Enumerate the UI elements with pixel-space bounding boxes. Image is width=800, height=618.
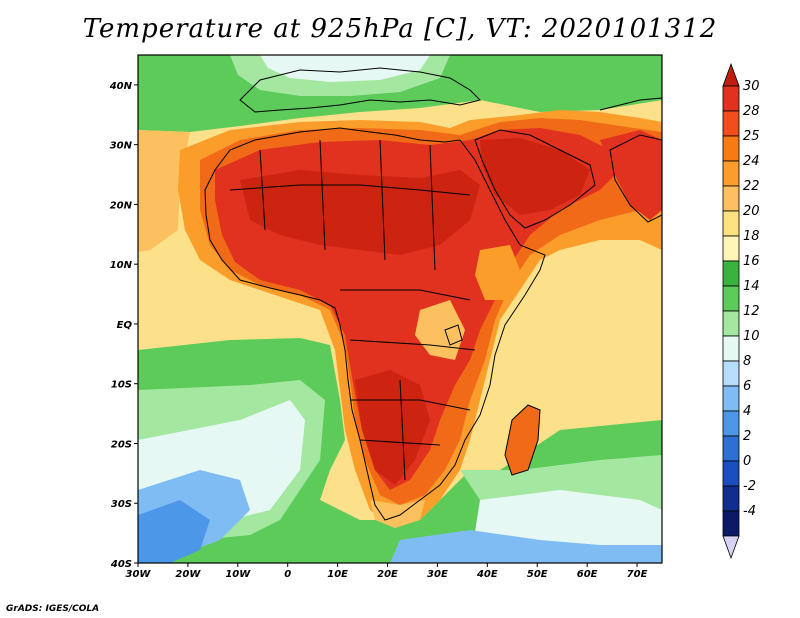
y-tick-label: 10N bbox=[110, 260, 133, 271]
colorbar-label: 24 bbox=[743, 154, 760, 169]
field-sahel-veryhot bbox=[240, 170, 480, 255]
colorbar-swatch bbox=[722, 310, 740, 337]
colorbar-swatch bbox=[722, 285, 740, 312]
x-tick-label: 10E bbox=[327, 569, 348, 580]
field-atlantic-mid bbox=[138, 130, 190, 252]
colorbar-label: 20 bbox=[743, 204, 760, 219]
y-tick-label: 20S bbox=[111, 439, 132, 450]
colorbar-label: 28 bbox=[743, 104, 760, 119]
field-highlands bbox=[475, 245, 520, 300]
colorbar-swatch bbox=[722, 335, 740, 362]
colorbar-swatch bbox=[722, 435, 740, 462]
y-tick-label: 40S bbox=[110, 559, 132, 570]
colorbar-swatch bbox=[722, 85, 740, 112]
colorbar-label: 10 bbox=[743, 329, 760, 344]
plot-frame bbox=[137, 54, 663, 564]
colorbar-swatch bbox=[722, 160, 740, 187]
colorbar-label: 8 bbox=[743, 354, 751, 369]
x-tick-label: 60E bbox=[577, 569, 598, 580]
coast-asia bbox=[599, 97, 662, 111]
y-tick-label: 10S bbox=[111, 380, 132, 391]
coast-india bbox=[609, 134, 662, 223]
colorbar-swatch bbox=[722, 260, 740, 287]
coast-europe bbox=[239, 67, 481, 113]
colorbar-swatch bbox=[722, 360, 740, 387]
colorbar-label: 22 bbox=[743, 179, 760, 194]
border-south-2 bbox=[359, 439, 441, 446]
y-tick-label: 30S bbox=[111, 499, 132, 510]
x-tick-label: 40E bbox=[476, 569, 498, 580]
field-india-hot bbox=[600, 130, 662, 220]
x-tick-label: 50E bbox=[527, 569, 548, 580]
border-sahel-2 bbox=[259, 149, 266, 231]
field-madagascar bbox=[505, 405, 540, 475]
colorbar-swatch bbox=[722, 235, 740, 262]
colorbar-swatch bbox=[722, 385, 740, 412]
field-arabia-veryhot bbox=[480, 138, 590, 215]
x-tick-label: 30W bbox=[126, 569, 152, 580]
colorbar-top-arrow bbox=[722, 62, 740, 87]
colorbar-label: 6 bbox=[743, 379, 751, 394]
colorbar-bottom-arrow bbox=[722, 535, 740, 560]
colorbar-label: 25 bbox=[743, 129, 760, 144]
y-tick-label: 20N bbox=[110, 200, 133, 211]
x-tick-label: 20W bbox=[175, 569, 201, 580]
border-sahel-4 bbox=[379, 139, 386, 261]
colorbar-swatch bbox=[722, 135, 740, 162]
y-tick-label: EQ bbox=[117, 320, 133, 331]
border-central-2 bbox=[349, 339, 476, 351]
coast-africa bbox=[204, 127, 546, 521]
colorbar-label: 12 bbox=[743, 304, 760, 319]
colorbar-swatch bbox=[722, 185, 740, 212]
border-central-1 bbox=[340, 289, 471, 301]
colorbar-swatch bbox=[722, 510, 740, 537]
field-north-cool bbox=[260, 55, 430, 82]
coast-madagascar bbox=[504, 404, 541, 476]
colorbar-label: 14 bbox=[743, 279, 760, 294]
chart-title: Temperature at 925hPa [C], VT: 202010131… bbox=[82, 14, 718, 44]
colorbar-label: 18 bbox=[743, 229, 760, 244]
colorbar-label: -4 bbox=[743, 504, 756, 519]
colorbar-swatch bbox=[722, 110, 740, 137]
y-axis: 40N 30N 20N 10N EQ 10S 20S 30S 40S bbox=[109, 81, 138, 570]
y-tick-label: 30N bbox=[110, 141, 133, 152]
border-sahel-3 bbox=[319, 139, 326, 251]
colorbar-swatch bbox=[722, 485, 740, 512]
x-tick-label: 0 bbox=[284, 569, 291, 580]
field-southeast-cold bbox=[390, 530, 662, 563]
field-southern-hot bbox=[355, 370, 430, 485]
colorbar-swatch bbox=[722, 460, 740, 487]
x-tick-label: 70E bbox=[627, 569, 648, 580]
border-sahel-1 bbox=[229, 184, 471, 196]
coast-arabia bbox=[474, 129, 596, 229]
x-tick-label: 20E bbox=[377, 569, 398, 580]
colorbar-label: -2 bbox=[743, 479, 756, 494]
colorbar-swatch bbox=[722, 410, 740, 437]
credit-label: GrADS: IGES/COLA bbox=[6, 604, 100, 614]
field-south-colder bbox=[138, 500, 210, 563]
coastlines bbox=[204, 67, 662, 521]
colorbar-label: 0 bbox=[743, 454, 751, 469]
lake-victoria bbox=[444, 324, 463, 346]
border-south-1 bbox=[350, 399, 471, 411]
x-tick-label: 10W bbox=[225, 569, 251, 580]
colorbar-label: 4 bbox=[743, 404, 751, 419]
colorbar-label: 2 bbox=[743, 429, 751, 444]
colorbar-label: 16 bbox=[743, 254, 760, 269]
x-tick-label: 30E bbox=[427, 569, 448, 580]
colorbar-label: 30 bbox=[743, 79, 760, 94]
x-axis: 30W 20W 10W 0 10E 20E 30E 40E 50E 60E 70E bbox=[126, 563, 648, 580]
temperature-field bbox=[138, 55, 662, 563]
colorbar-swatch bbox=[722, 210, 740, 237]
border-sahel-5 bbox=[429, 144, 436, 271]
y-tick-label: 40N bbox=[109, 81, 133, 92]
border-south-3 bbox=[399, 379, 406, 481]
